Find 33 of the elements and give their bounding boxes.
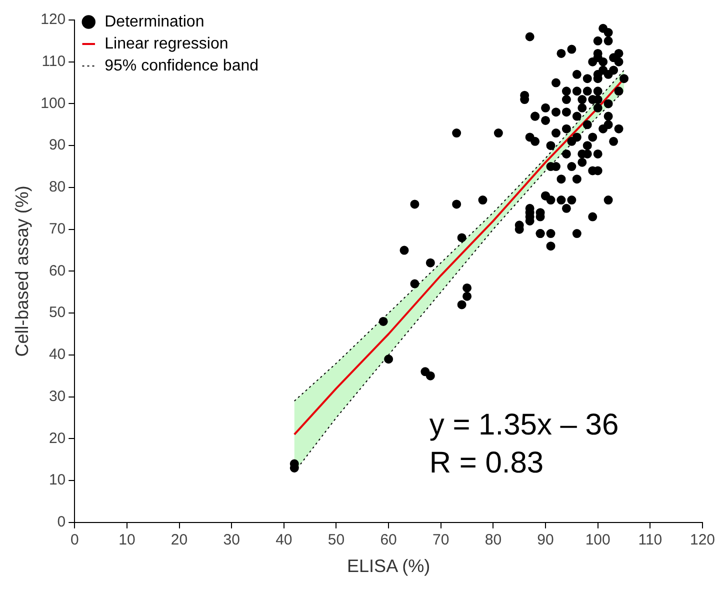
y-tick-label: 80 xyxy=(48,178,66,196)
x-tick-label: 10 xyxy=(118,532,136,549)
x-tick-label: 80 xyxy=(484,532,502,549)
y-tick-label: 90 xyxy=(48,136,66,154)
y-tick-label: 120 xyxy=(40,11,66,28)
x-tick-label: 120 xyxy=(690,532,715,549)
x-tick-label: 100 xyxy=(585,532,610,549)
x-tick-label: 0 xyxy=(70,532,79,549)
y-tick-label: 50 xyxy=(48,304,66,322)
annotation: R = 0.83 xyxy=(429,446,544,480)
legend-label: Determination xyxy=(104,13,204,30)
x-tick-label: 70 xyxy=(432,532,450,549)
x-tick-label: 30 xyxy=(223,532,240,549)
y-tick-label: 20 xyxy=(48,430,66,447)
x-tick-label: 40 xyxy=(276,532,292,549)
y-tick-label: 0 xyxy=(57,514,66,531)
y-axis-title: Cell-based assay (%) xyxy=(12,186,32,357)
y-tick-label: 100 xyxy=(40,94,66,112)
y-tick-label: 60 xyxy=(48,262,66,280)
x-tick-label: 60 xyxy=(380,532,397,549)
y-tick-label: 30 xyxy=(48,388,66,405)
legend-label: 95% confidence band xyxy=(104,57,259,74)
y-tick-label: 70 xyxy=(48,220,66,238)
legend-label: Linear regression xyxy=(104,35,228,52)
x-tick-label: 110 xyxy=(638,532,662,549)
x-axis-title: ELISA (%) xyxy=(347,556,430,576)
y-tick-label: 10 xyxy=(48,472,66,489)
y-tick-label: 110 xyxy=(42,53,66,70)
x-tick-label: 90 xyxy=(537,532,554,549)
annotation: y = 1.35x – 36 xyxy=(429,408,619,442)
x-tick-label: 20 xyxy=(170,532,188,549)
y-tick-label: 40 xyxy=(48,346,66,364)
x-tick-label: 50 xyxy=(328,532,345,549)
